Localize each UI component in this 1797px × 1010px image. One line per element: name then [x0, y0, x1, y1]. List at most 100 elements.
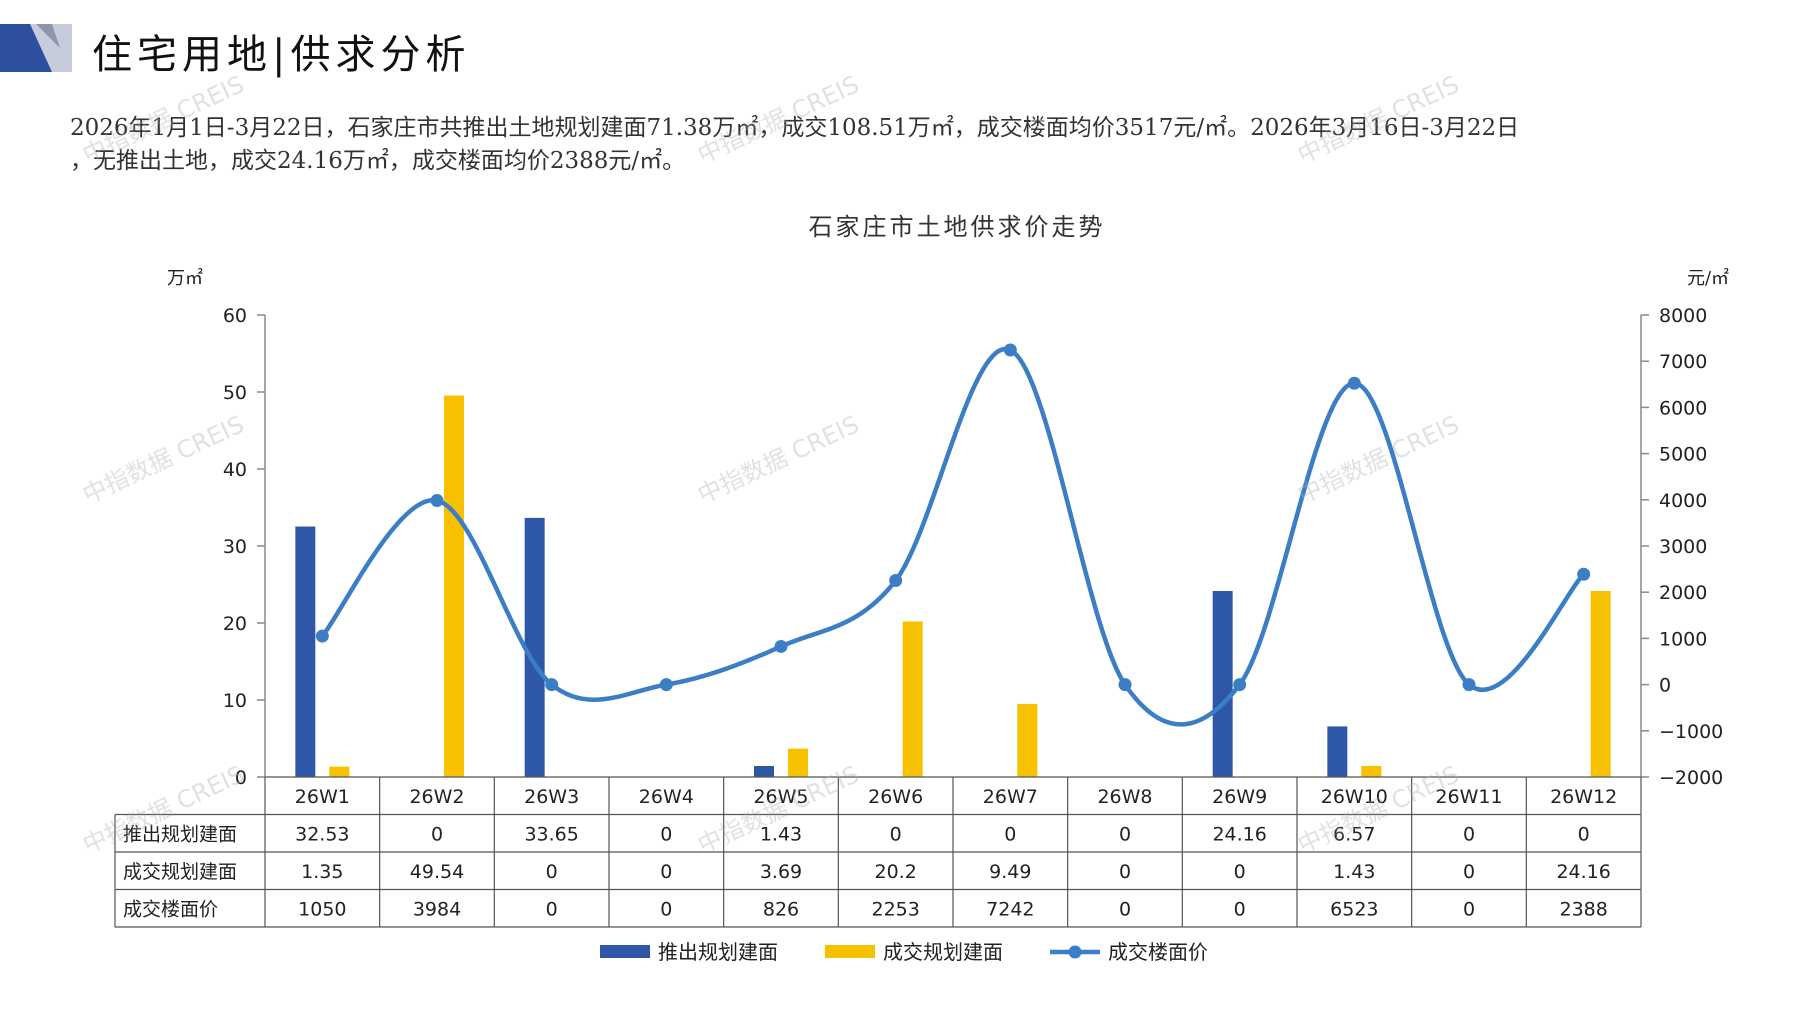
legend-label-supply: 推出规划建面: [658, 940, 778, 964]
table-cell: 20.2: [875, 861, 917, 883]
table-cell: 0: [546, 898, 558, 920]
right-axis-tick-label: 5000: [1659, 444, 1707, 466]
table-cell: 49.54: [410, 861, 464, 883]
summary-line-1: 2026年1月1日-3月22日，石家庄市共推出土地规划建面71.38万㎡，成交1…: [70, 115, 1520, 141]
table-cell: 32.53: [295, 823, 349, 845]
table-row-label: 成交规划建面: [123, 861, 237, 883]
x-axis-category-label: 26W5: [753, 786, 808, 808]
table-cell: 0: [1004, 823, 1016, 845]
legend-marker-price: [1068, 945, 1082, 959]
table-row-label: 推出规划建面: [123, 823, 237, 845]
bar-supply: [524, 517, 545, 777]
table-cell: 2388: [1559, 898, 1607, 920]
table-cell: 0: [1463, 898, 1475, 920]
table-cell: 1050: [298, 898, 346, 920]
price-point: [545, 678, 559, 692]
price-point: [315, 629, 329, 643]
right-axis-tick-label: −1000: [1659, 721, 1723, 743]
x-axis-category-label: 26W3: [524, 786, 579, 808]
right-axis-tick-label: 6000: [1659, 397, 1707, 419]
table-cell: 0: [660, 861, 672, 883]
table-cell: 1.43: [1333, 861, 1375, 883]
right-axis-tick-label: 2000: [1659, 582, 1707, 604]
right-axis-tick-label: −2000: [1659, 767, 1723, 789]
summary-line-2: ，无推出土地，成交24.16万㎡，成交楼面均价2388元/㎡。: [70, 148, 686, 174]
table-cell: 0: [1234, 898, 1246, 920]
bar-supply: [754, 765, 774, 777]
legend-label-deal: 成交规划建面: [883, 940, 1003, 964]
table-cell: 0: [890, 823, 902, 845]
chart-title: 石家庄市土地供求价走势: [809, 213, 1106, 241]
left-axis-tick-label: 30: [223, 536, 247, 558]
table-cell: 0: [1119, 823, 1131, 845]
price-point: [430, 494, 444, 508]
bar-supply: [1212, 590, 1233, 777]
table-cell: 0: [546, 861, 558, 883]
x-axis-category-label: 26W12: [1550, 786, 1617, 808]
x-axis-category-label: 26W11: [1435, 786, 1502, 808]
table-cell: 0: [1463, 861, 1475, 883]
table-cell: 33.65: [524, 823, 578, 845]
bar-deal: [1017, 703, 1038, 777]
right-axis-tick-label: 7000: [1659, 351, 1707, 373]
x-axis-category-label: 26W7: [983, 786, 1038, 808]
table-cell: 2253: [871, 898, 919, 920]
bar-supply: [1327, 726, 1348, 777]
table-cell: 1.35: [301, 861, 343, 883]
right-axis-tick-label: 1000: [1659, 628, 1707, 650]
right-axis-unit: 元/㎡: [1687, 267, 1729, 289]
left-axis-unit: 万㎡: [167, 267, 203, 289]
x-axis-category-label: 26W10: [1321, 786, 1388, 808]
summary-text: 2026年1月1日-3月22日，石家庄市共推出土地规划建面71.38万㎡，成交1…: [70, 112, 1750, 178]
bar-deal: [902, 621, 923, 777]
price-point: [1462, 678, 1476, 692]
page-title: 住宅用地|供求分析: [92, 32, 471, 78]
price-point: [659, 678, 673, 692]
table-cell: 0: [1119, 861, 1131, 883]
bar-deal: [329, 766, 350, 777]
table-cell: 0: [660, 823, 672, 845]
table-cell: 24.16: [1556, 861, 1610, 883]
table-cell: 6.57: [1333, 823, 1375, 845]
table-cell: 0: [1463, 823, 1475, 845]
left-axis-tick-label: 10: [223, 690, 247, 712]
bar-deal: [1361, 765, 1382, 777]
right-axis-tick-label: 3000: [1659, 536, 1707, 558]
left-axis-tick-label: 0: [235, 767, 247, 789]
x-axis-category-label: 26W2: [409, 786, 464, 808]
table-cell: 0: [660, 898, 672, 920]
price-point: [1347, 376, 1361, 390]
table-cell: 0: [1578, 823, 1590, 845]
x-axis-category-label: 26W8: [1097, 786, 1152, 808]
price-point: [774, 639, 788, 653]
table-cell: 3984: [413, 898, 461, 920]
table-cell: 6523: [1330, 898, 1378, 920]
price-point: [1577, 567, 1591, 581]
table-cell: 0: [1234, 861, 1246, 883]
legend-swatch-deal: [825, 945, 875, 958]
left-axis-tick-label: 40: [223, 459, 247, 481]
table-cell: 0: [431, 823, 443, 845]
price-point: [889, 574, 903, 588]
table-cell: 1.43: [760, 823, 802, 845]
bar-deal: [788, 748, 808, 777]
left-axis-tick-label: 20: [223, 613, 247, 635]
x-axis-category-label: 26W6: [868, 786, 923, 808]
price-line: [320, 346, 1586, 727]
table-cell: 24.16: [1212, 823, 1266, 845]
bar-deal: [1590, 590, 1611, 777]
bar-supply: [295, 526, 316, 777]
price-point: [1233, 678, 1247, 692]
x-axis-category-label: 26W4: [639, 786, 694, 808]
left-axis-tick-label: 60: [223, 305, 247, 327]
table-cell: 7242: [986, 898, 1034, 920]
table-cell: 3.69: [760, 861, 802, 883]
header-accent-icon: [0, 24, 80, 72]
table-row-label: 成交楼面价: [123, 898, 218, 920]
left-axis-tick-label: 50: [223, 382, 247, 404]
right-axis-tick-label: 0: [1659, 675, 1671, 697]
x-axis-category-label: 26W1: [295, 786, 350, 808]
right-axis-tick-label: 8000: [1659, 305, 1707, 327]
legend-swatch-supply: [600, 945, 650, 958]
